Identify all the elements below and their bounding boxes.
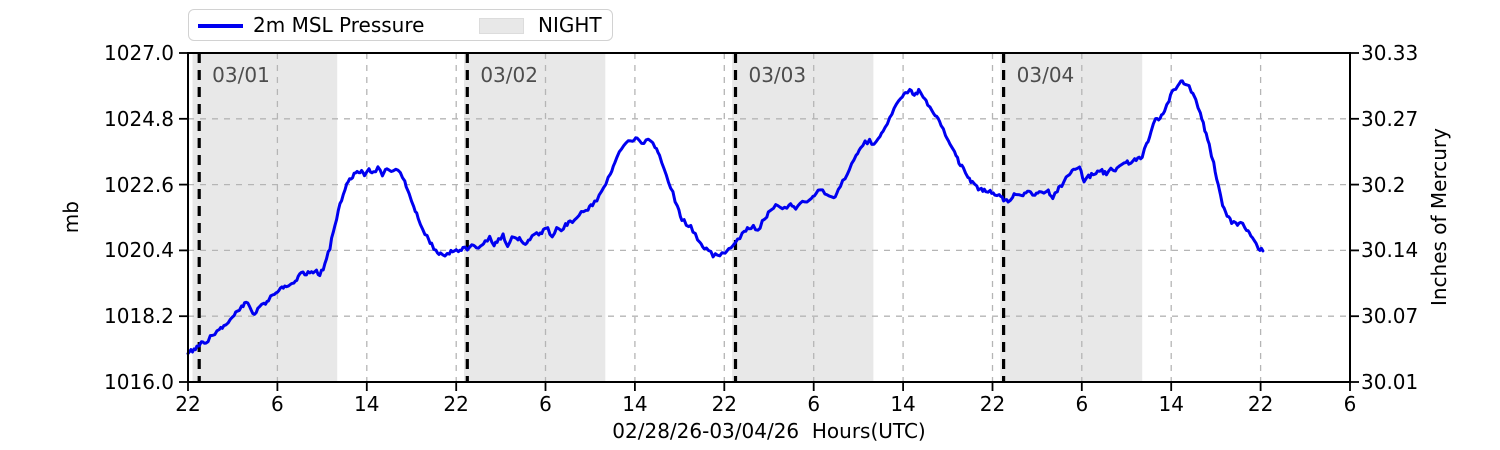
y-axis-left-tick-label: 1018.2 [104,304,174,329]
day-label: 03/04 [1016,63,1075,87]
x-axis-tick-label: 6 [271,392,284,416]
y-axis-left-label: mb [56,53,86,382]
day-label: 03/01 [212,63,270,87]
pressure-line [186,79,1265,356]
y-axis-left-tick-label: 1027.0 [104,41,174,65]
y-axis-right-label-text: Inches of Mercury [1427,128,1451,307]
legend-label-pressure: 2m MSL Pressure [253,13,425,37]
y-axis-right-tick-label: 30.33 [1361,41,1419,65]
y-axis-right-tick-label: 30.27 [1361,106,1419,131]
x-axis-tick-label: 14 [622,392,648,416]
y-axis-right-tick-label: 30.01 [1361,370,1419,394]
x-axis-tick-label: 6 [807,392,821,416]
day-label: 03/02 [480,63,538,87]
x-axis-label: 02/28/26-03/04/26 Hours(UTC) [612,419,926,443]
x-axis-tick-label: 22 [979,392,1006,416]
y-axis-left-tick-label: 1016.0 [104,370,174,394]
x-axis-tick-label: 14 [890,392,916,416]
legend-label-night: NIGHT [538,13,602,37]
day-label: 03/03 [748,63,807,87]
y-axis-right-tick-label: 30.14 [1361,238,1419,263]
night-swatch [479,18,524,34]
y-axis-left-tick-label: 1020.4 [104,238,174,263]
x-axis-tick-label: 22 [1247,392,1274,416]
y-axis-left-tick-label: 1022.6 [104,172,174,197]
x-axis-tick-label: 22 [443,392,469,416]
x-axis-tick-label: 6 [539,392,552,416]
y-axis-left-tick-label: 1024.8 [104,106,174,131]
y-axis-left-label-text: mb [59,201,83,234]
y-axis-right-label: Inches of Mercury [1424,53,1454,382]
y-axis-right-tick-label: 30.07 [1361,304,1419,329]
x-axis-tick-label: 14 [354,392,380,416]
legend: 2m MSL Pressure NIGHT [188,9,613,41]
x-axis-tick-label: 6 [1343,392,1357,416]
x-axis-tick-label: 6 [1075,392,1089,416]
x-axis-tick-label: 14 [1158,392,1184,416]
x-axis-tick-label: 22 [711,392,738,416]
y-axis-right-tick-label: 30.2 [1361,172,1406,197]
pressure-line-swatch [198,24,243,28]
x-axis-tick-label: 22 [175,392,201,416]
